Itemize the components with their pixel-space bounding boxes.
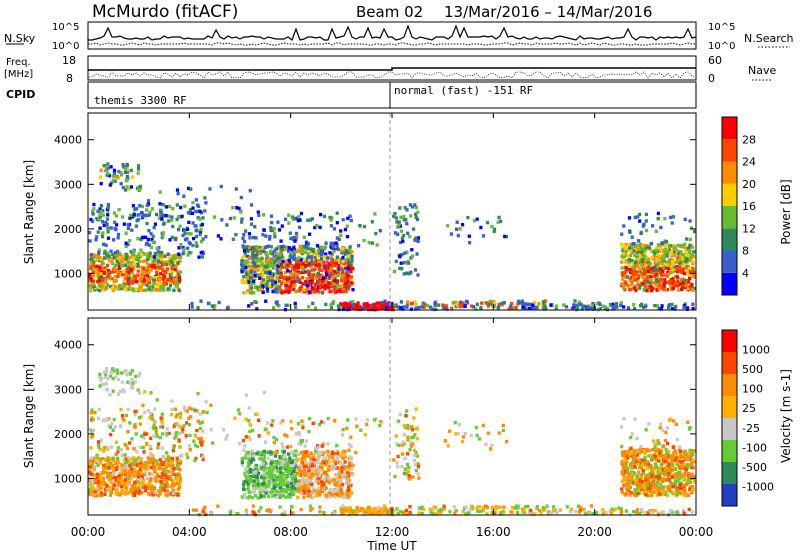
power-panel: 1000 2000 3000 4000 Slant Range [km] 28 24 20… (22, 112, 793, 312)
x-tick-label: 16:00 (476, 525, 511, 539)
velocity-y-ticks: 1000 2000 3000 4000 (54, 339, 696, 485)
nsky-traces (87, 24, 697, 46)
velocity-ytick-label: 2000 (54, 428, 82, 441)
freq-label: Freq. (6, 57, 31, 68)
freq-traces (87, 67, 697, 79)
power-colorbar-swatch (722, 250, 737, 273)
cpid-mode-1: themis 3300 RF (94, 94, 187, 107)
power-colorbar-tick: 8 (742, 245, 749, 258)
power-colorbar-swatch (722, 183, 737, 206)
power-colorbar-swatch (722, 161, 737, 184)
velocity-heatmap-cells (88, 367, 697, 517)
velocity-colorbar-tick: 500 (742, 363, 763, 376)
velocity-colorbar-swatch (722, 330, 737, 352)
power-colorbar-label: Power [dB] (779, 179, 793, 244)
freq-tick-high: 18 (62, 54, 76, 67)
power-colorbar: 28 24 20 16 12 8 4 (721, 116, 756, 296)
freq-panel: Freq. [MHz] 18 8 Nave 60 0 (4, 54, 776, 85)
velocity-colorbar-swatch (722, 462, 737, 484)
cpid-panel: CPID themis 3300 RF normal (fast) -151 R… (6, 81, 697, 109)
velocity-colorbar-tick: -500 (742, 461, 767, 474)
nave-tick-low: 0 (708, 72, 715, 85)
x-axis-label: Time UT (366, 539, 417, 553)
velocity-colorbar: 1000 500 100 25 -25 -100 -500 -1000 (721, 329, 774, 507)
power-ytick-label: 4000 (54, 134, 82, 147)
velocity-colorbar-tick: 1000 (742, 344, 770, 357)
x-tick-label: 00:00 (679, 525, 714, 539)
power-ylabel: Slant Range [km] (22, 160, 36, 264)
nave-tick-high: 60 (708, 54, 722, 67)
velocity-colorbar-label: Velocity [m s-1] (779, 369, 793, 463)
velocity-colorbar-tick: 100 (742, 383, 763, 396)
velocity-ylabel: Slant Range [km] (22, 364, 36, 468)
x-tick-label: 04:00 (172, 525, 207, 539)
power-ytick-label: 3000 (54, 178, 82, 191)
velocity-ytick-label: 1000 (54, 472, 82, 485)
power-ytick-label: 1000 (54, 267, 82, 280)
nsky-tick-low: 10^0 (52, 41, 79, 52)
x-tick-label: 00:00 (71, 525, 106, 539)
nsky-tick-high: 10^5 (52, 22, 79, 33)
nsearch-label: N.Search (744, 32, 794, 45)
power-colorbar-swatch (722, 272, 737, 295)
power-y-ticks: 1000 2000 3000 4000 (54, 134, 696, 280)
velocity-colorbar-swatch (722, 440, 737, 462)
velocity-colorbar-swatch (722, 374, 737, 396)
freq-unit-label: [MHz] (4, 69, 33, 80)
velocity-colorbar-swatch (722, 396, 737, 418)
power-ytick-label: 2000 (54, 223, 82, 236)
nsky-panel: N.Sky 10^5 10^0 N.Search 10^5 10^0 (4, 21, 794, 52)
velocity-ytick-label: 4000 (54, 339, 82, 352)
velocity-ytick-label: 3000 (54, 383, 82, 396)
beam-title: Beam 02 (356, 3, 423, 21)
x-tick-label: 12:00 (375, 525, 410, 539)
x-tick-label: 20:00 (577, 525, 612, 539)
velocity-colorbar-tick: -25 (742, 422, 760, 435)
power-colorbar-tick: 12 (742, 222, 756, 235)
cpid-label: CPID (6, 88, 35, 101)
velocity-colorbar-tick: 25 (742, 402, 756, 415)
power-colorbar-swatch (722, 117, 737, 140)
station-title: McMurdo (fitACF) (92, 2, 238, 22)
power-colorbar-tick: 24 (742, 156, 756, 169)
power-heatmap-cells (88, 162, 697, 312)
velocity-colorbar-swatch (722, 352, 737, 374)
date-range-title: 13/Mar/2016 – 14/Mar/2016 (444, 3, 652, 21)
velocity-panel: 1000 2000 3000 4000 Slant Range [km] 1000 50… (22, 317, 793, 517)
power-colorbar-swatch (722, 139, 737, 162)
nsearch-tick-high: 10^5 (708, 22, 735, 33)
power-colorbar-swatch (722, 206, 737, 229)
velocity-colorbar-tick: -100 (742, 441, 767, 454)
freq-tick-low: 8 (66, 72, 73, 85)
power-colorbar-tick: 16 (742, 200, 756, 213)
velocity-colorbar-swatch (722, 484, 737, 506)
velocity-colorbar-swatch (722, 418, 737, 440)
power-colorbar-tick: 20 (742, 178, 756, 191)
power-colorbar-swatch (722, 228, 737, 251)
nave-label: Nave (748, 64, 776, 77)
x-tick-label: 08:00 (273, 525, 308, 539)
velocity-colorbar-tick: -1000 (742, 480, 774, 493)
power-colorbar-tick: 28 (742, 133, 756, 146)
nsearch-tick-low: 10^0 (708, 41, 735, 52)
nsky-label: N.Sky (4, 32, 36, 45)
x-axis-ticks: 00:00 04:00 08:00 12:00 16:00 20:00 00:00 (71, 113, 714, 539)
cpid-mode-2: normal (fast) -151 RF (394, 84, 533, 97)
power-colorbar-tick: 4 (742, 267, 749, 280)
velocity-colorbar-label-text: Velocity [m s-1] (779, 369, 793, 463)
